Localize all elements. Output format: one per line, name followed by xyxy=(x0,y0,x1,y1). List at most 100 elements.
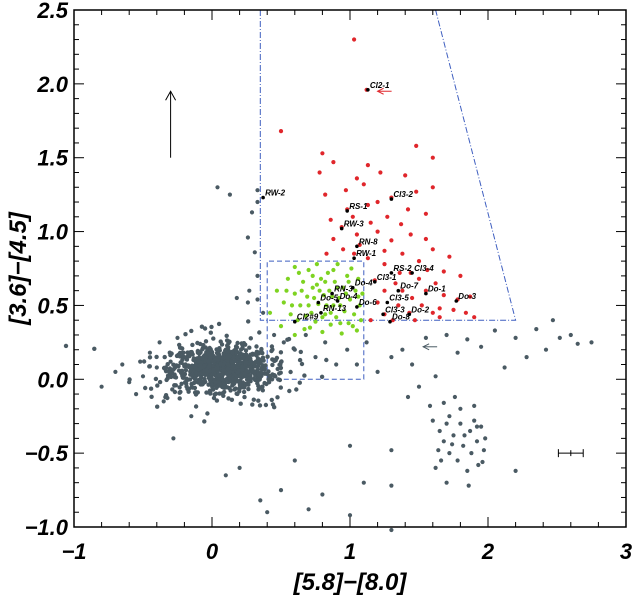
field-star-point xyxy=(286,336,292,342)
field-star-point xyxy=(221,368,226,373)
field-star-point xyxy=(243,360,249,365)
class-2-point xyxy=(354,328,359,333)
field-star-point xyxy=(433,374,438,379)
source-label: Cl2-1 xyxy=(370,81,390,90)
class-2-point xyxy=(331,267,336,273)
field-star-point xyxy=(216,372,221,378)
field-star-point xyxy=(173,375,179,380)
field-star-point xyxy=(228,388,233,393)
field-star-point xyxy=(243,382,248,387)
class-2-point xyxy=(278,324,284,329)
field-star-point xyxy=(265,354,270,359)
field-star-point xyxy=(258,498,263,503)
source-label: Do-3 xyxy=(458,292,476,301)
field-star-point xyxy=(278,488,284,493)
class-2-point xyxy=(328,310,333,315)
x-tick-label: 0 xyxy=(206,539,219,564)
field-star-point xyxy=(492,328,497,333)
field-star-point xyxy=(189,328,194,334)
source-label: Cl3-1 xyxy=(377,273,397,282)
field-star-point xyxy=(345,347,350,352)
field-star-point xyxy=(557,335,562,340)
field-star-point xyxy=(320,492,325,497)
class-1-point xyxy=(423,211,428,216)
field-star-point xyxy=(206,382,211,387)
field-star-point xyxy=(480,459,485,465)
field-star-point xyxy=(167,350,172,355)
class-1-point xyxy=(341,247,346,252)
field-star-point xyxy=(205,411,210,416)
field-star-point xyxy=(172,389,178,395)
field-star-point xyxy=(252,364,258,369)
selection-regions xyxy=(259,9,517,380)
class-1-point xyxy=(328,217,333,222)
class-2-point xyxy=(310,273,315,278)
field-star-point xyxy=(250,402,255,407)
field-star-point xyxy=(165,362,170,367)
field-star-point xyxy=(222,389,227,395)
class-1-point xyxy=(430,247,435,252)
source-marker xyxy=(366,88,370,92)
source-marker xyxy=(319,311,323,315)
y-tick-label: 2.5 xyxy=(36,0,68,23)
field-star-point xyxy=(190,372,195,377)
field-star-point xyxy=(347,513,353,518)
field-star-point xyxy=(347,443,353,448)
class-2-point xyxy=(298,303,303,308)
class-2-point xyxy=(295,318,300,323)
class-1-point xyxy=(365,202,370,208)
class-1-point xyxy=(447,254,452,259)
field-star-point xyxy=(400,347,405,352)
field-star-point xyxy=(248,359,254,364)
field-star-point xyxy=(183,368,189,373)
field-star-point xyxy=(465,337,470,342)
field-star-point xyxy=(441,439,446,444)
field-star-point xyxy=(262,380,267,386)
field-star-point xyxy=(208,330,213,335)
class-2-point xyxy=(306,303,311,308)
source-marker xyxy=(355,244,359,249)
field-star-point xyxy=(218,361,223,367)
field-star-point xyxy=(405,394,411,400)
field-star-point xyxy=(179,368,185,373)
class-1-point xyxy=(390,318,395,323)
class-1-point xyxy=(430,155,435,160)
field-star-point xyxy=(186,389,191,394)
field-star-point xyxy=(278,385,283,390)
field-star-point xyxy=(269,397,274,403)
class-1-point xyxy=(393,281,398,286)
class-2-point xyxy=(292,264,297,270)
field-star-point xyxy=(238,401,243,406)
field-star-point xyxy=(423,335,428,340)
source-marker xyxy=(352,256,356,261)
class-2-point xyxy=(285,276,290,281)
field-star-point xyxy=(248,336,253,341)
class-2-point xyxy=(332,279,337,284)
class-2-point xyxy=(346,321,351,326)
field-star-point xyxy=(444,332,449,338)
field-star-point xyxy=(147,364,152,369)
field-star-point xyxy=(214,398,220,403)
y-axis-label: [3.6]−[4.5] xyxy=(5,211,32,326)
field-star-point xyxy=(227,376,233,381)
field-star-point xyxy=(227,353,233,359)
field-star-point xyxy=(364,340,369,345)
field-star-point xyxy=(233,346,238,352)
field-star-point xyxy=(255,188,260,193)
class-1-point xyxy=(458,273,463,278)
field-star-point xyxy=(255,297,260,302)
field-star-point xyxy=(270,362,275,368)
field-star-point xyxy=(568,332,573,338)
class-1-point xyxy=(414,189,419,194)
field-star-point xyxy=(216,321,222,327)
source-marker xyxy=(381,312,385,317)
field-star-point xyxy=(256,372,262,378)
source-marker xyxy=(351,285,355,290)
class-2-point xyxy=(306,267,311,273)
class-2-point xyxy=(318,276,324,281)
field-star-point xyxy=(294,387,299,392)
field-star-point xyxy=(214,347,219,352)
class-2-point xyxy=(324,303,329,308)
class-2-point xyxy=(356,276,361,281)
field-star-point xyxy=(138,359,143,364)
